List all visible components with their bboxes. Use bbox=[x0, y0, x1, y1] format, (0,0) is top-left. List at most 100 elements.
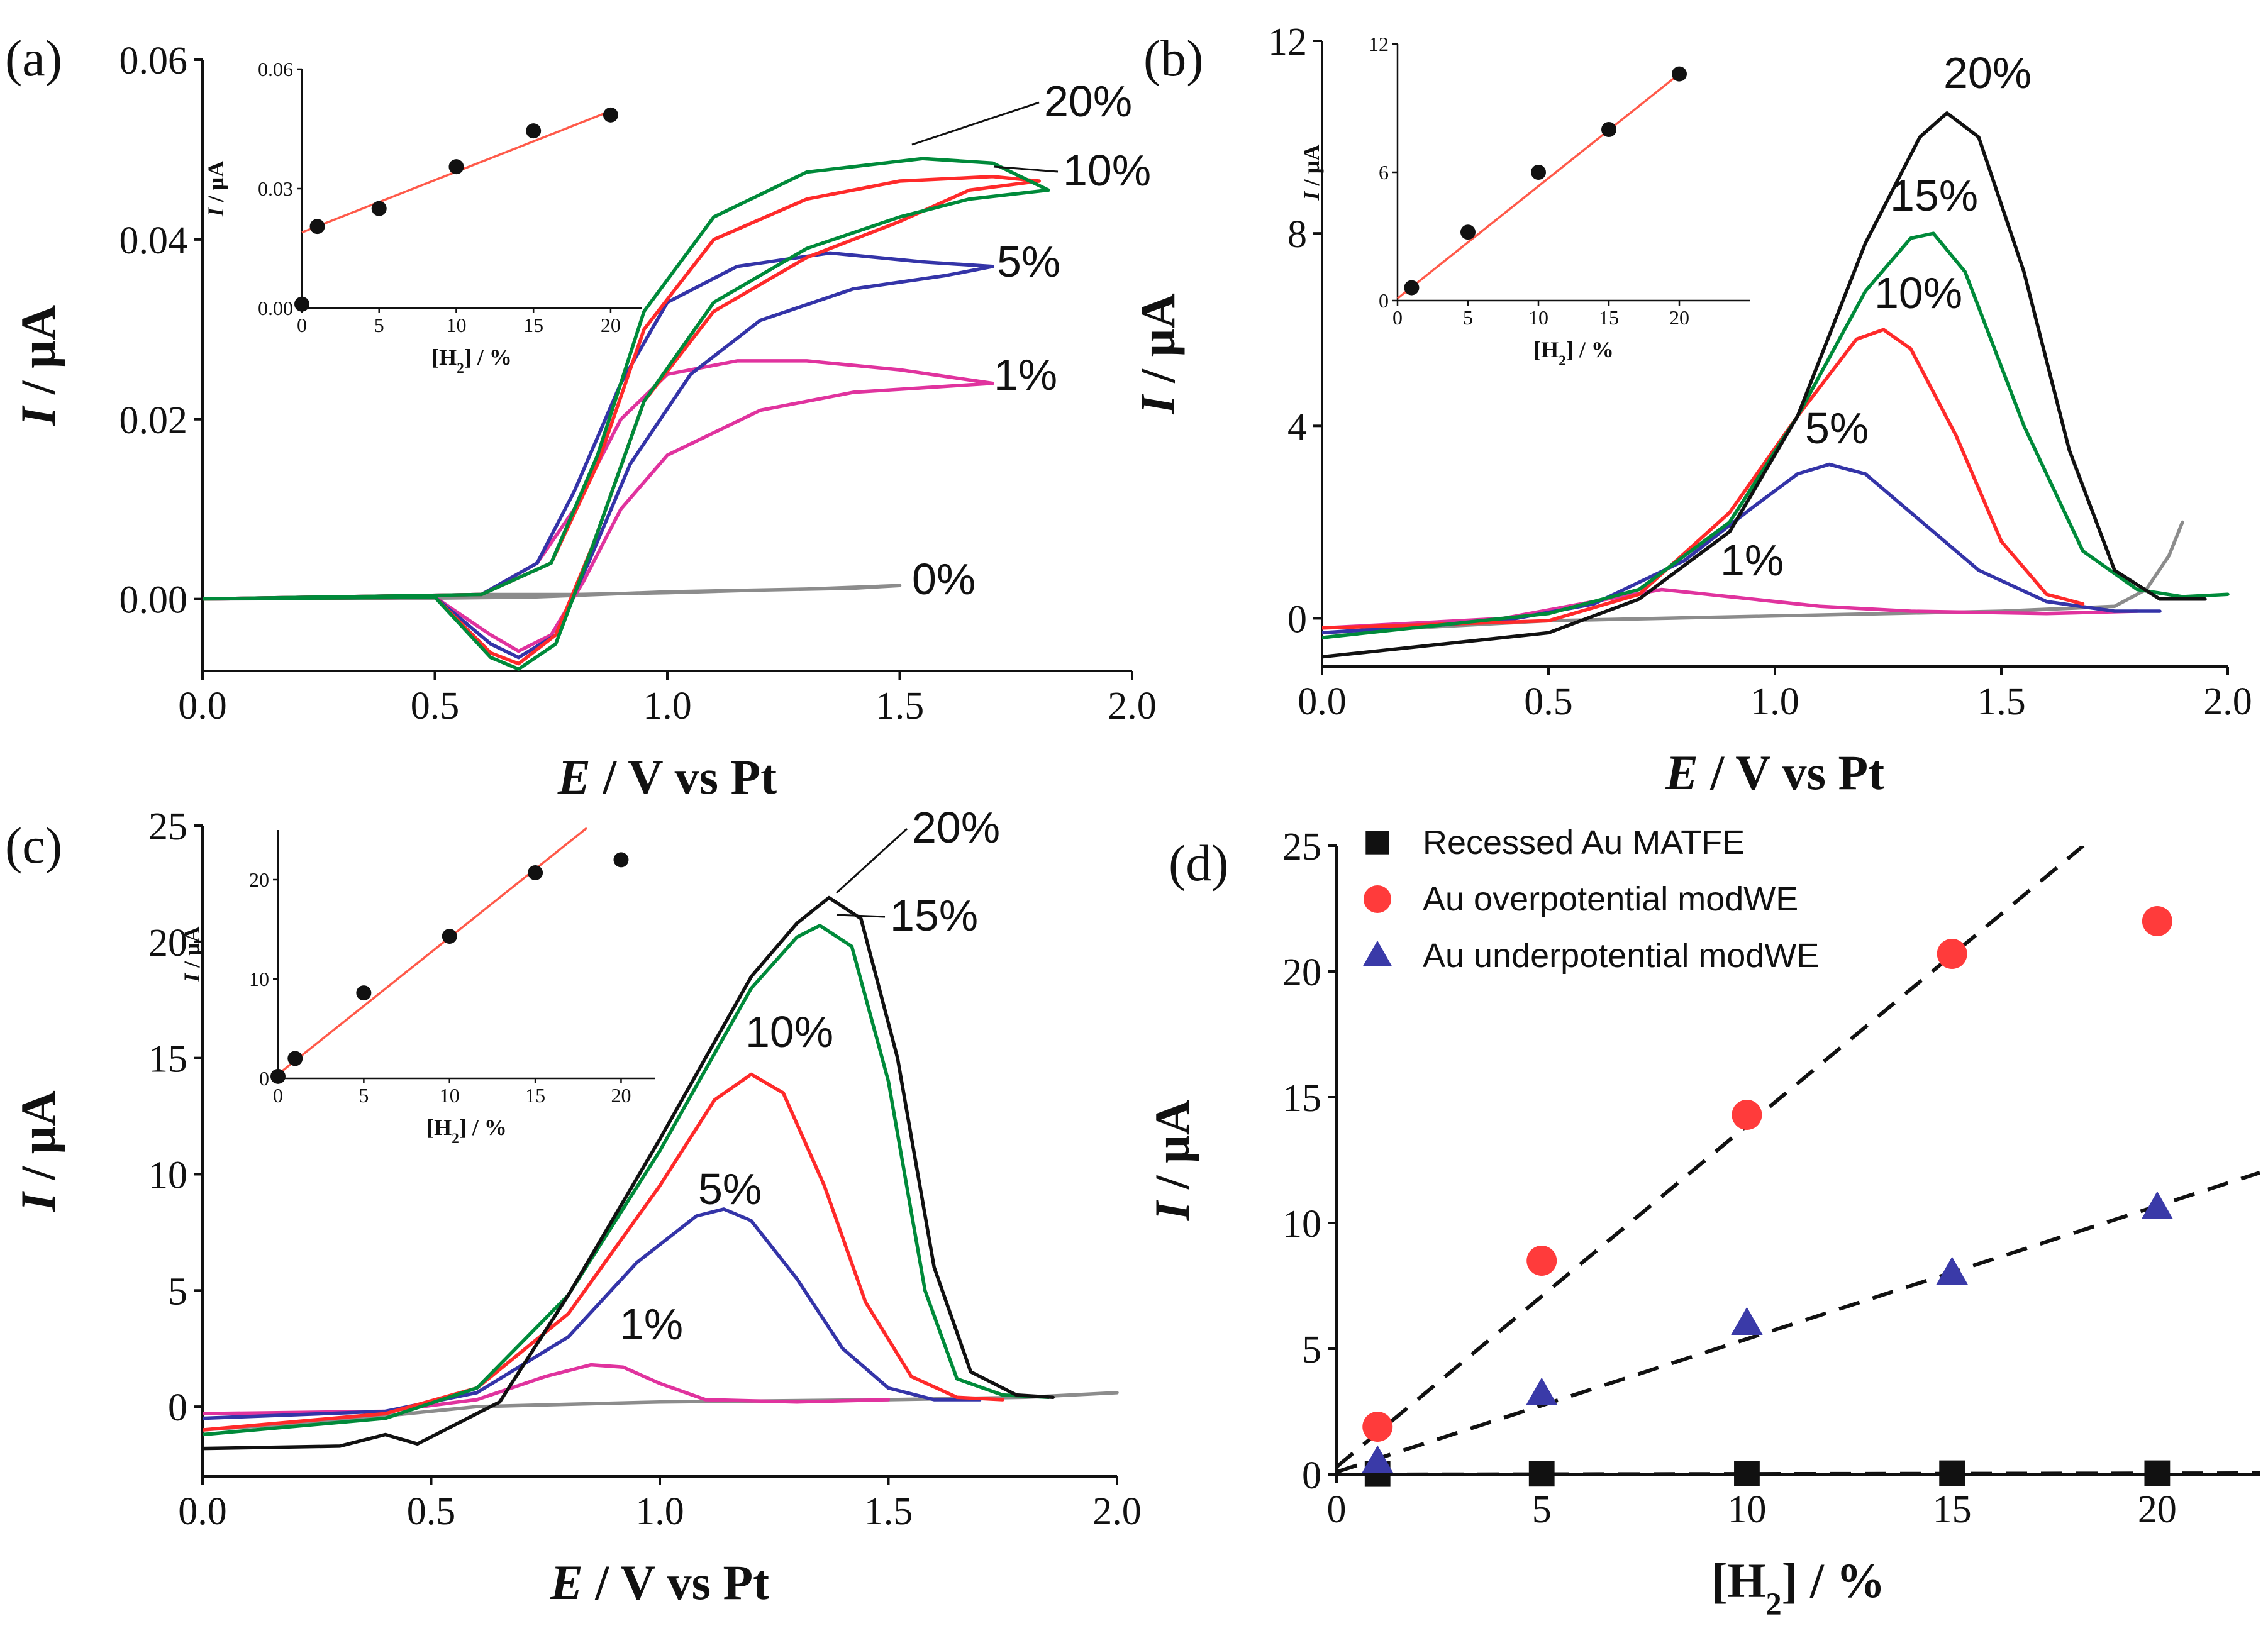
y-tick-label: 15 bbox=[1282, 1077, 1321, 1120]
y-axis-label-text: I / µA bbox=[11, 1090, 65, 1212]
x-tick-label: 5 bbox=[1463, 306, 1473, 329]
curve-label: 20% bbox=[912, 803, 1000, 852]
x-axis-label-rest: / V vs Pt bbox=[1698, 745, 1884, 800]
data-point-triangle bbox=[1936, 1256, 1968, 1285]
x-tick-label: 15 bbox=[1933, 1488, 1972, 1531]
y-tick-label: 5 bbox=[168, 1270, 187, 1313]
curve-label: 1% bbox=[1720, 536, 1784, 585]
curve-label: 20% bbox=[1943, 48, 2032, 97]
x-axis-label: E / V vs Pt bbox=[550, 1555, 769, 1610]
y-tick-label: 0.06 bbox=[120, 40, 188, 82]
inset-fit-line bbox=[1396, 73, 1681, 299]
x-tick-label: 0.5 bbox=[407, 1490, 456, 1533]
y-tick-label: 0.02 bbox=[120, 399, 188, 442]
series-group bbox=[203, 157, 1050, 671]
curve-label: 15% bbox=[1890, 171, 1978, 220]
x-tick-label: 1.5 bbox=[1977, 680, 2026, 723]
inset-point bbox=[287, 1051, 303, 1066]
panel-d: (d) 0 5 10 15 20 0 5 10 15 20 25 [H2] / % I / µA Reces… bbox=[1145, 824, 2260, 1622]
x-tick-label: 15 bbox=[1599, 306, 1619, 329]
x-tick-label: 20 bbox=[2138, 1488, 2177, 1531]
y-tick-label: 4 bbox=[1287, 406, 1307, 448]
y-tick-label: 0 bbox=[168, 1386, 187, 1429]
inset-y-axis-label-text: I / µA bbox=[1299, 145, 1324, 201]
data-point-triangle bbox=[2141, 1191, 2174, 1219]
inset-x-axis-label-rest: ] / % bbox=[1566, 337, 1614, 362]
x-tick-label: 5 bbox=[359, 1084, 369, 1107]
x-tick-label: 1.0 bbox=[1750, 680, 1799, 723]
inset-point bbox=[371, 201, 387, 216]
inset-y-axis-label-text: I / µA bbox=[203, 161, 228, 218]
inset-point bbox=[603, 107, 618, 123]
inset-y-axis-label-var: I bbox=[1299, 190, 1324, 201]
y-axis-label-rest: / µA bbox=[1145, 1100, 1199, 1202]
inset-x-axis-label-bracket: [H bbox=[431, 345, 457, 370]
series-line-5pct bbox=[1322, 462, 2162, 635]
inset-y-axis-label-rest: / µA bbox=[1299, 145, 1324, 192]
x-tick-label: 1.0 bbox=[643, 685, 692, 727]
panel-label: (d) bbox=[1169, 834, 1229, 892]
legend-marker bbox=[1365, 831, 1389, 855]
x-axis-label-text: E / V vs Pt bbox=[1665, 745, 1884, 800]
x-tick-label: 2.0 bbox=[1108, 685, 1157, 727]
y-tick-label: 0.00 bbox=[120, 579, 188, 622]
x-tick-label: 0 bbox=[297, 314, 307, 336]
curve-label: 5% bbox=[698, 1164, 762, 1214]
inset-point bbox=[294, 296, 309, 312]
inset-point bbox=[1460, 224, 1476, 240]
x-tick-label: 2.0 bbox=[1092, 1490, 1142, 1533]
x-tick-label: 20 bbox=[611, 1084, 631, 1107]
x-tick-label: 5 bbox=[1532, 1488, 1552, 1531]
inset-point bbox=[270, 1068, 286, 1084]
x-tick-label: 10 bbox=[1727, 1488, 1766, 1531]
data-point-triangle bbox=[1362, 1445, 1394, 1473]
data-point-circle bbox=[1732, 1100, 1762, 1130]
x-axis-label-sub: 2 bbox=[1765, 1586, 1781, 1622]
y-tick-label: 10 bbox=[1282, 1203, 1321, 1246]
x-axis-label-text: E / V vs Pt bbox=[557, 750, 777, 804]
y-tick-label: 12 bbox=[1369, 33, 1389, 55]
x-axis-label-var: E bbox=[1665, 745, 1698, 800]
curve-label: 1% bbox=[620, 1300, 683, 1349]
series-line-1pct bbox=[203, 359, 995, 653]
inset: 0 5 10 15 20 0.00 0.03 0.06 [H2] / % I / µA bbox=[203, 58, 642, 377]
curve-label: 5% bbox=[1805, 404, 1869, 453]
inset-y-axis-label: I / µA bbox=[1299, 145, 1324, 201]
curve-label: 15% bbox=[890, 891, 978, 940]
y-axis-label-rest: / µA bbox=[11, 305, 65, 407]
x-axis-label-rest: / V vs Pt bbox=[583, 1555, 769, 1610]
x-axis-label-var: E bbox=[557, 750, 591, 804]
inset-y-axis-label: I / µA bbox=[203, 161, 228, 218]
x-axis-label-text: [H2] / % bbox=[1711, 1553, 1886, 1622]
x-tick-label: 1.5 bbox=[876, 685, 925, 727]
data-point-triangle bbox=[1526, 1377, 1558, 1405]
inset-x-axis-label-bracket: [H bbox=[426, 1115, 452, 1140]
y-axis-label: I / µA bbox=[1145, 1100, 1199, 1221]
fit-lines bbox=[1337, 846, 2260, 1474]
y-tick-label: 10 bbox=[249, 968, 269, 990]
inset-x-axis-label: [H2] / % bbox=[1533, 337, 1614, 369]
series-line-20pct bbox=[203, 157, 1050, 671]
fit-line bbox=[1337, 846, 2085, 1469]
inset-x-axis-label-text: [H2] / % bbox=[431, 345, 512, 377]
series-line-15pct bbox=[1322, 231, 2230, 639]
data-point-square bbox=[1734, 1461, 1760, 1486]
inset-x-axis-label: [H2] / % bbox=[431, 345, 512, 377]
inset-point bbox=[1672, 66, 1687, 82]
series-line-20pct bbox=[203, 895, 1055, 1451]
y-axis-label: I / µA bbox=[11, 305, 65, 426]
legend-label: Au overpotential modWE bbox=[1423, 880, 1798, 918]
inset-x-axis-label-text: [H2] / % bbox=[426, 1115, 507, 1147]
series-line-1pct bbox=[1322, 587, 2139, 630]
inset-x-axis-label-sub: 2 bbox=[1559, 353, 1566, 369]
y-tick-label: 20 bbox=[249, 868, 269, 891]
y-axis-label-text: I / µA bbox=[11, 305, 65, 426]
y-axis-label-rest: / µA bbox=[1130, 293, 1185, 395]
y-axis-label-var: I bbox=[11, 1191, 65, 1212]
x-axis-label: E / V vs Pt bbox=[1665, 745, 1884, 800]
curve-label-leader bbox=[836, 914, 886, 918]
x-tick-label: 20 bbox=[1669, 306, 1689, 329]
inset-point bbox=[309, 219, 325, 235]
curve-label: 0% bbox=[912, 555, 976, 604]
